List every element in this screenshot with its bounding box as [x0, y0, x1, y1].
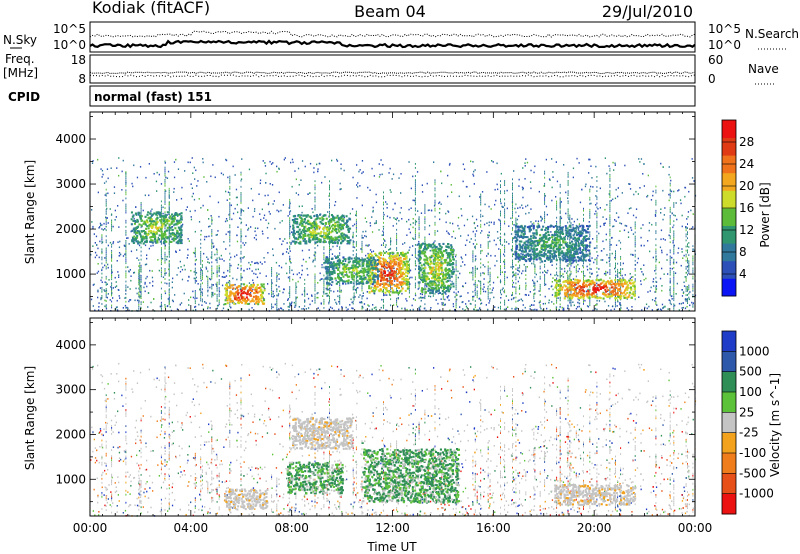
noise-sky-trace [90, 41, 695, 47]
power-scatter [90, 157, 696, 312]
power-colorbar-segment [722, 120, 736, 138]
ytick-label: 1000 [55, 472, 86, 486]
velocity-colorbar-tick: 500 [739, 365, 762, 379]
freq-label-line2: [MHz] [3, 66, 38, 80]
velocity-colorbar-segment [722, 494, 736, 515]
ytick-label: 3000 [55, 177, 86, 191]
power-colorbar-tick: 12 [739, 223, 754, 237]
power-colorbar-label: Power [dB] [758, 182, 772, 247]
beam-title: Beam 04 [354, 2, 426, 21]
noise-right-tick-bottom: 10^0 [708, 38, 741, 52]
date-title: 29/Jul/2010 [602, 2, 693, 21]
velocity-colorbar-segment [722, 372, 736, 393]
power-colorbar-tick: 16 [739, 201, 754, 215]
velocity-colorbar-segment [722, 331, 736, 352]
freq-trace [90, 72, 695, 74]
velocity-colorbar-segment [722, 392, 736, 413]
freq-panel: Freq. [MHz] 18 8 60 0 Nave [3, 52, 779, 86]
velocity-axis: 1000 2000 3000 4000 00:00 04:00 08:00 12:00 16:0… [55, 318, 712, 535]
noise-left-tick-bottom: 10^0 [53, 38, 86, 52]
freq-traces [90, 72, 695, 77]
power-colorbar-segment [722, 173, 736, 191]
velocity-colorbar-segment [722, 351, 736, 372]
ytick-label: 2000 [55, 222, 86, 236]
velocity-colorbar-label: Velocity [m s^-1] [768, 373, 782, 477]
velocity-colorbar-tick: -1000 [739, 487, 774, 501]
noise-panel: N.Sky 10^5 10^0 10^5 10^0 N.Search [3, 22, 799, 52]
velocity-colorbar-tick: -100 [739, 446, 766, 460]
cpid-value: normal (fast) 151 [94, 90, 212, 104]
xtick-label: 16:00 [476, 521, 511, 535]
freq-tick-bottom: 8 [78, 72, 86, 86]
power-colorbar-segment [722, 138, 736, 156]
nave-trace [90, 75, 695, 77]
freq-tick-top: 18 [71, 53, 86, 67]
velocity-colorbar-tick: -500 [739, 466, 766, 480]
power-colorbar-tick: 4 [739, 267, 747, 281]
noise-right-label: N.Search [745, 27, 799, 41]
power-colorbar-tick: 20 [739, 179, 754, 193]
velocity-scatter [90, 363, 696, 517]
power-colorbar: 4 8 12 16 20 24 28 [722, 120, 754, 296]
x-axis-label: Time UT [366, 540, 417, 554]
velocity-colorbar-tick: -25 [739, 426, 759, 440]
power-panel: 1000 2000 3000 4000 Slant Range [km] 4 8 12 16… [23, 112, 772, 312]
velocity-colorbar-tick: 25 [739, 405, 754, 419]
power-colorbar-segment [722, 208, 736, 226]
power-colorbar-tick: 24 [739, 157, 754, 171]
xtick-label: 00:00 [73, 521, 108, 535]
noise-right-tick-top: 10^5 [708, 22, 741, 36]
ytick-label: 2000 [55, 427, 86, 441]
power-colorbar-segment [722, 190, 736, 208]
velocity-ylabel: Slant Range [km] [23, 366, 37, 470]
freq-label-line1: Freq. [5, 52, 35, 66]
ytick-label: 1000 [55, 267, 86, 281]
velocity-colorbar-tick: 1000 [739, 344, 770, 358]
xtick-label: 00:00 [678, 521, 713, 535]
power-colorbar-segment [722, 261, 736, 279]
power-ylabel: Slant Range [km] [23, 160, 37, 264]
velocity-colorbar-segment [722, 473, 736, 494]
nave-label: Nave [748, 62, 779, 76]
velocity-colorbar-segment [722, 412, 736, 433]
velocity-colorbar-tick: 100 [739, 385, 762, 399]
station-title: Kodiak (fitACF) [92, 0, 210, 17]
noise-search-trace [90, 31, 695, 37]
velocity-panel: 1000 2000 3000 4000 00:00 04:00 08:00 12:00 16:0… [23, 318, 782, 554]
xtick-label: 08:00 [274, 521, 309, 535]
noise-left-tick-top: 10^5 [53, 22, 86, 36]
cpid-row: CPID normal (fast) 151 [8, 86, 695, 106]
ytick-label: 3000 [55, 383, 86, 397]
xtick-label: 12:00 [375, 521, 410, 535]
power-colorbar-segment [722, 226, 736, 244]
power-colorbar-segment [722, 278, 736, 296]
xtick-label: 04:00 [174, 521, 209, 535]
ytick-label: 4000 [55, 132, 86, 146]
velocity-colorbar-segment [722, 453, 736, 474]
power-colorbar-tick: 28 [739, 135, 754, 149]
velocity-colorbar: 1000 500 100 25 -25 -100 -500 -1000 [722, 331, 774, 514]
power-colorbar-tick: 8 [739, 245, 747, 259]
ytick-label: 4000 [55, 338, 86, 352]
noise-left-label: N.Sky [3, 33, 37, 47]
velocity-colorbar-segment [722, 433, 736, 454]
xtick-label: 20:00 [577, 521, 612, 535]
nave-tick-top: 60 [708, 53, 723, 67]
nave-tick-bottom: 0 [708, 72, 716, 86]
noise-traces [90, 31, 695, 47]
cpid-label: CPID [8, 90, 40, 104]
